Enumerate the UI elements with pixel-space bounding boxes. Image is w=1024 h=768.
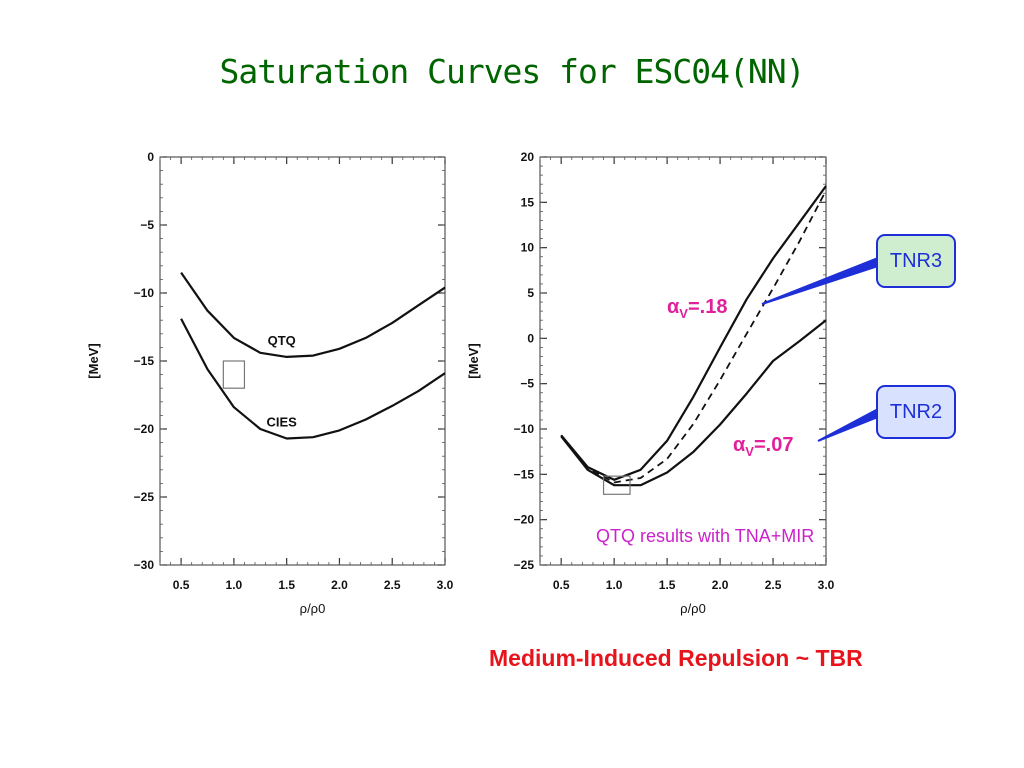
saturation-region-box <box>602 475 631 495</box>
right-saturation-chart: 0.5 1.0 1.5 2.0 2.5 3.0 20 15 10 5 0 −5 −10 −15 −20 −25… <box>466 150 835 616</box>
alpha-subscript: V <box>679 306 688 321</box>
y-tick-label: −20 <box>514 513 535 527</box>
tnr3-callout: TNR3 <box>876 234 956 288</box>
y-tick-label: −20 <box>134 422 155 436</box>
y-tick-label: −15 <box>514 467 535 481</box>
alpha-v-007-label: αV=.07 <box>733 434 793 459</box>
x-axis-label: ρ/ρ0 <box>300 601 326 616</box>
plot-frame <box>539 156 827 566</box>
series-line-cies <box>180 318 446 440</box>
saturation-region-box <box>222 360 246 389</box>
alpha-symbol: α <box>733 434 746 456</box>
y-tick-label: 10 <box>521 241 535 255</box>
y-tick-label: 0 <box>147 150 154 164</box>
alpha-symbol: α <box>667 296 680 318</box>
curve-label-cies: CIES <box>266 415 297 430</box>
y-tick-label: −10 <box>514 422 535 436</box>
tnr2-connector <box>817 407 879 442</box>
alpha-value: =.18 <box>687 296 728 318</box>
y-axis-label: [MeV] <box>466 343 481 378</box>
series-line-curve-2 <box>560 319 827 487</box>
x-axis-label: ρ/ρ0 <box>680 601 706 616</box>
series-line-qtq <box>180 271 446 358</box>
x-tick-label: 0.5 <box>553 578 570 592</box>
curve-label-qtq: QTQ <box>268 333 296 348</box>
footer-caption: Medium-Induced Repulsion ~ TBR <box>489 645 863 671</box>
x-tick-label: 1.5 <box>659 578 676 592</box>
x-tick-label: 2.0 <box>712 578 729 592</box>
x-tick-label: 0.5 <box>173 578 190 592</box>
y-tick-label: 20 <box>521 150 535 164</box>
y-tick-label: −15 <box>134 354 155 368</box>
y-tick-label: 0 <box>527 331 534 345</box>
callout-connectors <box>761 256 879 442</box>
left-saturation-chart: 0.5 1.0 1.5 2.0 2.5 3.0 0 −5 −10 −15 −20 −25 −30 ρ/ρ0… <box>86 150 454 616</box>
y-tick-label: 5 <box>527 286 534 300</box>
x-tick-label: 2.5 <box>765 578 782 592</box>
y-tick-label: 15 <box>521 195 535 209</box>
alpha-value: =.07 <box>753 434 794 456</box>
slide-title: Saturation Curves for ESC04(NN) <box>219 52 806 91</box>
x-tick-label: 1.0 <box>606 578 623 592</box>
x-tick-label: 3.0 <box>437 578 454 592</box>
tnr3-connector <box>761 256 879 305</box>
y-tick-label: −25 <box>514 558 535 572</box>
y-tick-label: −10 <box>134 286 155 300</box>
tnr2-callout: TNR2 <box>876 385 956 439</box>
y-tick-label: −5 <box>520 377 534 391</box>
x-tick-label: 1.5 <box>278 578 295 592</box>
qtq-results-note: QTQ results with TNA+MIR <box>596 526 815 546</box>
series-line-curve-1 <box>560 190 827 484</box>
y-tick-label: −5 <box>140 218 154 232</box>
x-tick-label: 1.0 <box>226 578 243 592</box>
y-tick-label: −30 <box>134 558 155 572</box>
x-tick-label: 3.0 <box>818 578 835 592</box>
x-tick-label: 2.0 <box>331 578 348 592</box>
y-tick-label: −25 <box>134 490 155 504</box>
y-axis-label: [MeV] <box>86 343 101 378</box>
alpha-subscript: V <box>745 444 754 459</box>
alpha-v-018-label: αV=.18 <box>667 296 727 321</box>
x-tick-label: 2.5 <box>384 578 401 592</box>
